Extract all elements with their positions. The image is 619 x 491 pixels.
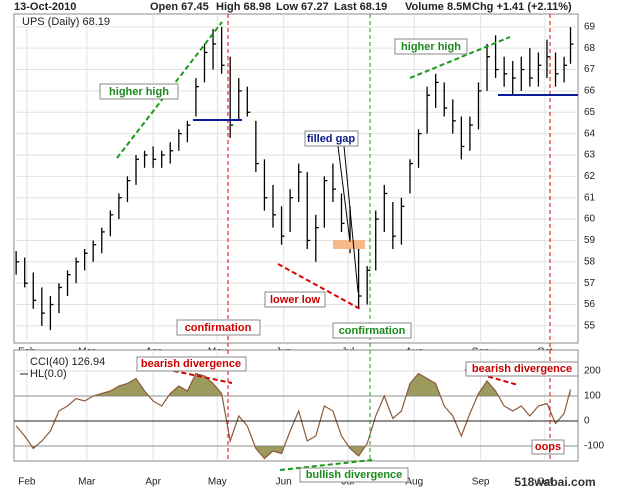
- annotation-box: [176, 319, 261, 336]
- header-volume: Volume 8.5M: [405, 1, 471, 13]
- x-tick-label: Aug: [405, 477, 423, 488]
- annotation: bearish divergence: [472, 363, 572, 375]
- annotation-box: [531, 439, 565, 455]
- y-tick-label: 66: [584, 86, 596, 97]
- panel: [13, 13, 579, 344]
- legend-entry: HL(0.0): [30, 368, 67, 380]
- legend-entry: UPS (Daily) 68.19: [22, 16, 110, 28]
- header-date: 13-Oct-2010: [14, 1, 76, 13]
- legend-entry: CCI(40) 126.94: [30, 356, 105, 368]
- y-tick-label: -100: [584, 441, 604, 452]
- y-tick-label: 63: [584, 150, 596, 161]
- pointer: [343, 145, 359, 293]
- header-change: Chg +1.41 (+2.11%): [472, 1, 572, 13]
- pointer: [337, 145, 351, 243]
- y-tick-label: 68: [584, 43, 596, 54]
- y-tick-label: 69: [584, 21, 596, 32]
- annotation-layer: higher high higher high filled gap lower…: [99, 14, 596, 489]
- x-tick-label: Mar: [78, 477, 96, 488]
- y-tick-label: 100: [584, 391, 601, 402]
- header-low: Low 67.27: [276, 1, 329, 13]
- header-high: High 68.98: [216, 1, 271, 13]
- y-tick-label: 65: [584, 107, 596, 118]
- annotation-box: [394, 38, 468, 55]
- y-tick-label: 64: [584, 128, 596, 139]
- y-tick-label: 56: [584, 299, 596, 310]
- trend-line: [409, 36, 511, 79]
- plot-layer: 55 56 57 58 59 60 61 62 63 64 65 66 67 68 69 Feb Mar Apr M…: [13, 13, 604, 488]
- y-tick-label: 0: [584, 416, 590, 427]
- watermark: 518wabai.com: [514, 475, 595, 489]
- annotation: confirmation: [185, 322, 252, 334]
- header-last: Last 68.19: [334, 1, 387, 13]
- y-tick-label: 55: [584, 321, 596, 332]
- annotation-box: [465, 361, 579, 377]
- cci-area: [16, 373, 571, 396]
- y-tick-label: 61: [584, 192, 596, 203]
- annotation-box: [332, 322, 412, 339]
- x-tick-label: Sep: [472, 477, 490, 488]
- y-tick-label: 200: [584, 366, 601, 377]
- annotation: bearish divergence: [141, 358, 241, 370]
- y-tick-label: 67: [584, 64, 596, 75]
- trend-line: [116, 21, 223, 159]
- annotation-box: [299, 467, 409, 483]
- annotation: lower low: [270, 294, 321, 306]
- annotation: filled gap: [307, 133, 356, 145]
- x-tick-label: Feb: [18, 477, 36, 488]
- x-tick-label: Apr: [145, 477, 161, 488]
- annotation: confirmation: [339, 325, 406, 337]
- x-tick-label: Oct: [537, 477, 553, 488]
- annotation-box: [304, 130, 359, 147]
- y-tick-label: 57: [584, 278, 596, 289]
- y-tick-label: 58: [584, 256, 596, 267]
- x-tick-label: Jun: [276, 477, 292, 488]
- annotation-box: [99, 83, 179, 100]
- x-tick-label: May: [208, 477, 227, 488]
- y-tick-label: 62: [584, 171, 596, 182]
- annotation: higher high: [401, 41, 461, 53]
- annotation-box: [264, 291, 326, 308]
- y-tick-label: 60: [584, 214, 596, 225]
- y-tick-label: 59: [584, 235, 596, 246]
- annotation: oops: [535, 441, 561, 453]
- trend-line: [149, 365, 233, 384]
- header-open: Open 67.45: [150, 1, 209, 13]
- gap-highlight: [333, 240, 365, 249]
- annotation-box: [136, 356, 247, 372]
- annotation: bullish divergence: [306, 469, 403, 481]
- annotation: higher high: [109, 86, 169, 98]
